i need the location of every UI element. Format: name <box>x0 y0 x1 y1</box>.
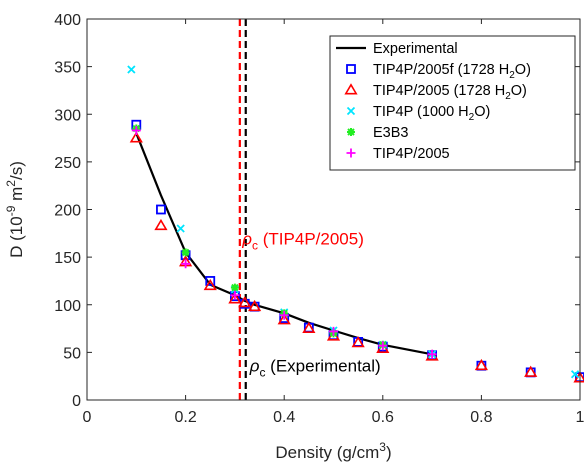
x-tick-label: 0.2 <box>174 409 196 426</box>
legend-label: E3B3 <box>373 125 408 141</box>
data-point <box>127 65 136 74</box>
legend-box <box>329 35 576 171</box>
legend-item: TIP4P/2005f (1728 H2O) <box>346 62 531 81</box>
data-point <box>154 218 168 231</box>
x-tick-label: 0 <box>83 409 92 426</box>
x-tick-label: 1 <box>576 409 584 426</box>
data-point <box>570 370 580 379</box>
data-point <box>228 292 242 304</box>
data-point <box>277 313 291 325</box>
legend-item: TIP4P/2005 (1728 H2O) <box>344 83 527 102</box>
y-tick-label: 150 <box>54 250 81 267</box>
legend-label: TIP4P (1000 H2O) <box>373 104 490 123</box>
data-point <box>156 204 166 215</box>
legend-marker-swatch <box>347 128 355 136</box>
legend-label: Experimental <box>373 41 458 57</box>
y-tick-label: 350 <box>54 60 81 77</box>
data-point <box>181 248 190 257</box>
plot-frame <box>86 18 581 401</box>
legend-marker-swatch <box>344 83 358 95</box>
data-point <box>176 224 185 233</box>
data-point <box>131 125 141 135</box>
ticks-layer: 0 0.2 0.4 0.6 0.8 1 0 50 100 150 200 250 300 350 400 <box>54 12 584 426</box>
data-point <box>205 276 216 286</box>
data-point <box>474 358 488 371</box>
y-tick-label: 400 <box>54 12 81 29</box>
data-point <box>230 283 239 292</box>
data-point <box>230 290 240 300</box>
critical-density-annotation: ρc (TIP4P/2005) <box>241 230 364 253</box>
data-point <box>427 349 437 359</box>
data-point <box>203 278 217 291</box>
y-tick-label: 0 <box>72 393 81 410</box>
data-point <box>238 296 252 308</box>
y-tick-label: 250 <box>54 155 81 172</box>
critical-density-annotation: ρc (Experimental) <box>249 356 381 379</box>
legend-item: TIP4P/2005 <box>346 146 450 162</box>
y-tick-label: 50 <box>63 345 81 362</box>
data-point <box>248 299 262 312</box>
data-point <box>378 341 388 351</box>
x-tick-label: 0.8 <box>470 409 492 426</box>
data-point <box>279 310 289 320</box>
y-tick-label: 200 <box>54 203 81 220</box>
data-point <box>129 131 143 143</box>
data-point <box>329 326 338 336</box>
series-5 <box>131 125 437 359</box>
data-point <box>181 259 191 269</box>
data-point <box>351 336 365 348</box>
legend-marker-swatch <box>346 148 356 158</box>
y-tick-label: 100 <box>54 298 81 315</box>
data-point <box>425 349 439 361</box>
x-tick-label: 0.4 <box>273 409 295 426</box>
y-tick-label: 300 <box>54 107 81 124</box>
x-axis-label: Density (g/cm3) <box>275 440 391 462</box>
annotations: ρc (TIP4P/2005) ρc (Experimental) <box>241 230 380 380</box>
legend-label: TIP4P/2005f (1728 H2O) <box>373 62 531 81</box>
legend-item: Experimental <box>336 41 458 57</box>
legend-items: Experimental TIP4P/2005f (1728 H2O) TIP4P/… <box>336 41 531 162</box>
data-layer <box>127 65 584 383</box>
legend-marker-swatch <box>346 106 356 116</box>
legend: Experimental TIP4P/2005f (1728 H2O) TIP4P/… <box>329 35 576 171</box>
legend-label: TIP4P/2005 (1728 H2O) <box>373 83 527 102</box>
data-point <box>524 365 538 377</box>
y-axis-label: D (10-9 m2/s) <box>4 161 26 258</box>
x-tick-label: 0.6 <box>372 409 394 426</box>
legend-label: TIP4P/2005 <box>373 146 450 162</box>
reference-lines <box>238 19 247 400</box>
data-point <box>302 321 316 334</box>
legend-marker-swatch <box>346 64 356 74</box>
legend-item: E3B3 <box>347 125 408 141</box>
legend-item: TIP4P (1000 H2O) <box>346 104 490 123</box>
